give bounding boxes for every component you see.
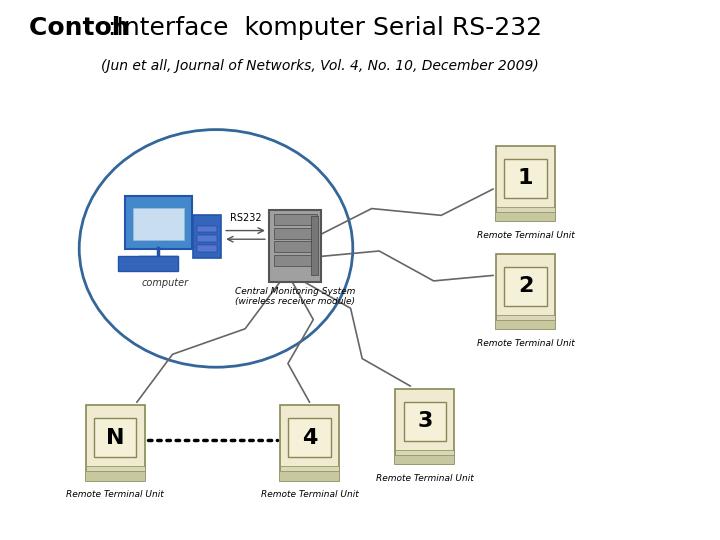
Text: Contoh: Contoh — [29, 16, 138, 40]
Text: Remote Terminal Unit: Remote Terminal Unit — [376, 474, 474, 483]
FancyBboxPatch shape — [133, 208, 184, 240]
FancyBboxPatch shape — [118, 256, 178, 271]
FancyBboxPatch shape — [395, 450, 454, 455]
FancyBboxPatch shape — [197, 245, 217, 252]
FancyBboxPatch shape — [496, 207, 555, 212]
FancyBboxPatch shape — [280, 467, 339, 471]
FancyBboxPatch shape — [395, 455, 454, 464]
FancyBboxPatch shape — [193, 215, 221, 258]
FancyBboxPatch shape — [274, 255, 317, 266]
Text: Remote Terminal Unit: Remote Terminal Unit — [66, 490, 164, 500]
FancyBboxPatch shape — [274, 241, 317, 252]
FancyBboxPatch shape — [280, 471, 339, 481]
Text: Central Monitoring System: Central Monitoring System — [235, 287, 356, 296]
Text: (wireless receiver module): (wireless receiver module) — [235, 297, 355, 306]
FancyBboxPatch shape — [311, 216, 318, 275]
Text: :Interface  komputer Serial RS-232: :Interface komputer Serial RS-232 — [108, 16, 542, 40]
Text: computer: computer — [142, 278, 189, 288]
FancyBboxPatch shape — [496, 254, 555, 329]
FancyBboxPatch shape — [274, 214, 317, 225]
Text: RS232: RS232 — [230, 213, 261, 223]
FancyBboxPatch shape — [274, 228, 317, 239]
FancyBboxPatch shape — [86, 405, 145, 481]
FancyBboxPatch shape — [125, 196, 192, 249]
FancyBboxPatch shape — [86, 471, 145, 481]
Text: 3: 3 — [417, 411, 433, 431]
FancyBboxPatch shape — [94, 418, 137, 457]
FancyBboxPatch shape — [403, 402, 446, 441]
FancyBboxPatch shape — [504, 267, 547, 306]
Text: 4: 4 — [302, 428, 318, 448]
FancyBboxPatch shape — [395, 389, 454, 464]
Text: Remote Terminal Unit: Remote Terminal Unit — [477, 339, 575, 348]
FancyBboxPatch shape — [288, 418, 331, 457]
FancyBboxPatch shape — [197, 235, 217, 242]
FancyBboxPatch shape — [269, 210, 321, 282]
Text: (Jun et all, Journal of Networks, Vol. 4, No. 10, December 2009): (Jun et all, Journal of Networks, Vol. 4… — [101, 59, 539, 73]
FancyBboxPatch shape — [280, 405, 339, 481]
FancyBboxPatch shape — [496, 146, 555, 221]
FancyBboxPatch shape — [86, 467, 145, 471]
FancyBboxPatch shape — [496, 315, 555, 320]
FancyBboxPatch shape — [496, 320, 555, 329]
Text: 2: 2 — [518, 276, 534, 296]
FancyBboxPatch shape — [504, 159, 547, 198]
Text: 1: 1 — [518, 168, 534, 188]
Text: Remote Terminal Unit: Remote Terminal Unit — [477, 231, 575, 240]
FancyBboxPatch shape — [496, 212, 555, 221]
FancyBboxPatch shape — [197, 226, 217, 232]
Text: N: N — [106, 428, 125, 448]
Text: Remote Terminal Unit: Remote Terminal Unit — [261, 490, 359, 500]
